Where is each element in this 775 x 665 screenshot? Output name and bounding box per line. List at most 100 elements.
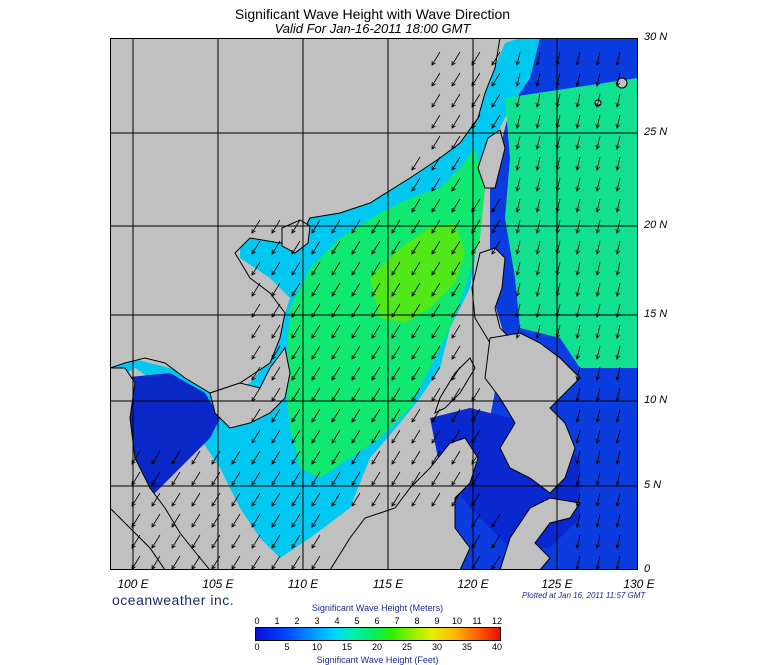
map-title: Significant Wave Height with Wave Direct… [234, 6, 511, 22]
wave-arrow [251, 387, 261, 402]
wave-arrow [191, 450, 201, 465]
wave-arrow [431, 450, 441, 465]
wave-arrow [411, 408, 421, 423]
wave-arrow [271, 324, 281, 339]
wave-arrow [451, 72, 461, 87]
colorbar-gradient [255, 627, 501, 641]
wave-arrow [431, 387, 441, 402]
wave-arrow [451, 219, 461, 234]
wave-arrow [491, 114, 501, 129]
wave-arrow [555, 282, 561, 297]
wave-arrow [151, 450, 161, 465]
lon-label-120e: 120 E [457, 577, 489, 591]
wave-height-map [110, 38, 638, 570]
wave-arrow [471, 492, 481, 507]
colorbar-meter-tick: 3 [314, 616, 320, 626]
wave-arrow [291, 282, 301, 297]
plotted-timestamp: Plotted at Jan 16, 2011 11:57 GMT [522, 591, 646, 600]
wave-arrow [575, 198, 581, 213]
wave-arrow [251, 303, 261, 318]
wave-arrow [311, 303, 321, 318]
lon-label-100e: 100 E [117, 577, 149, 591]
lon-label-115e: 115 E [372, 577, 404, 591]
wave-arrow [331, 345, 341, 360]
wave-arrow [391, 303, 401, 318]
wave-arrow [615, 72, 621, 87]
colorbar-meter-tick: 7 [394, 616, 400, 626]
wave-arrow [451, 450, 461, 465]
wave-arrow [431, 471, 441, 486]
colorbar-feet-tick: 30 [431, 642, 443, 652]
wave-arrow [291, 303, 301, 318]
wave-arrow [515, 93, 521, 108]
wave-arrow [251, 240, 261, 255]
wave-arrow [451, 240, 461, 255]
wave-arrow [311, 471, 321, 486]
wave-arrow [331, 282, 341, 297]
wave-arrow [291, 471, 301, 486]
lon-label-105e: 105 E [202, 577, 234, 591]
wave-arrow [595, 387, 601, 402]
wave-arrow [555, 219, 561, 234]
wave-arrow [411, 303, 421, 318]
wave-arrow [271, 345, 281, 360]
wave-arrow [411, 450, 421, 465]
wave-arrow [131, 450, 141, 465]
wave-arrow [431, 366, 441, 381]
wave-arrow [535, 93, 541, 108]
wave-arrow [351, 324, 361, 339]
land-sulawesi [499, 497, 581, 570]
wave-arrow [271, 492, 281, 507]
wave-arrow [411, 156, 421, 171]
wave-arrow [575, 177, 581, 192]
wave-arrow [535, 135, 541, 150]
wave-arrow [311, 408, 321, 423]
wave-arrow [331, 450, 341, 465]
wave-arrow [191, 471, 201, 486]
wave-arrow [311, 492, 321, 507]
colorbar-feet-tick: 40 [491, 642, 503, 652]
wave-arrow [555, 93, 561, 108]
wave-arrow [351, 471, 361, 486]
wave-arrow [371, 261, 381, 276]
wave-arrow [391, 219, 401, 234]
wave-arrow [615, 282, 621, 297]
wave-arrow [251, 282, 261, 297]
wave-arrow [515, 261, 521, 276]
wave-arrow [411, 177, 421, 192]
wave-arrow [471, 198, 481, 213]
wave-arrow [231, 534, 241, 549]
wave-arrow [291, 408, 301, 423]
wave-arrow [535, 51, 541, 66]
wave-arrow [411, 219, 421, 234]
wave-arrow [615, 450, 621, 465]
wave-arrow [411, 366, 421, 381]
wave-arrow [575, 387, 581, 402]
wave-arrow [131, 513, 141, 528]
wave-arrow [575, 114, 581, 129]
wave-arrow [371, 240, 381, 255]
wave-arrow [351, 240, 361, 255]
wave-arrow [515, 324, 521, 339]
wave-arrow [371, 492, 381, 507]
wave-arrow [431, 345, 441, 360]
wave-arrow [595, 93, 601, 108]
wave-arrow [371, 324, 381, 339]
wave-arrow [451, 471, 461, 486]
wave-arrow [391, 366, 401, 381]
wave-arrow [211, 450, 221, 465]
wave-arrow [575, 324, 581, 339]
wave-arrow [491, 534, 501, 549]
wave-arrow [251, 324, 261, 339]
wave-arrow [555, 114, 561, 129]
wave-arrow [451, 492, 461, 507]
wave-arrow [231, 471, 241, 486]
wave-arrow [351, 366, 361, 381]
wave-arrow [535, 324, 541, 339]
wave-arrow [471, 534, 481, 549]
wave-arrow [291, 240, 301, 255]
wave-arrow [451, 324, 461, 339]
colorbar-feet-tick: 5 [284, 642, 290, 652]
wave-arrow [231, 450, 241, 465]
wave-arrow [351, 219, 361, 234]
